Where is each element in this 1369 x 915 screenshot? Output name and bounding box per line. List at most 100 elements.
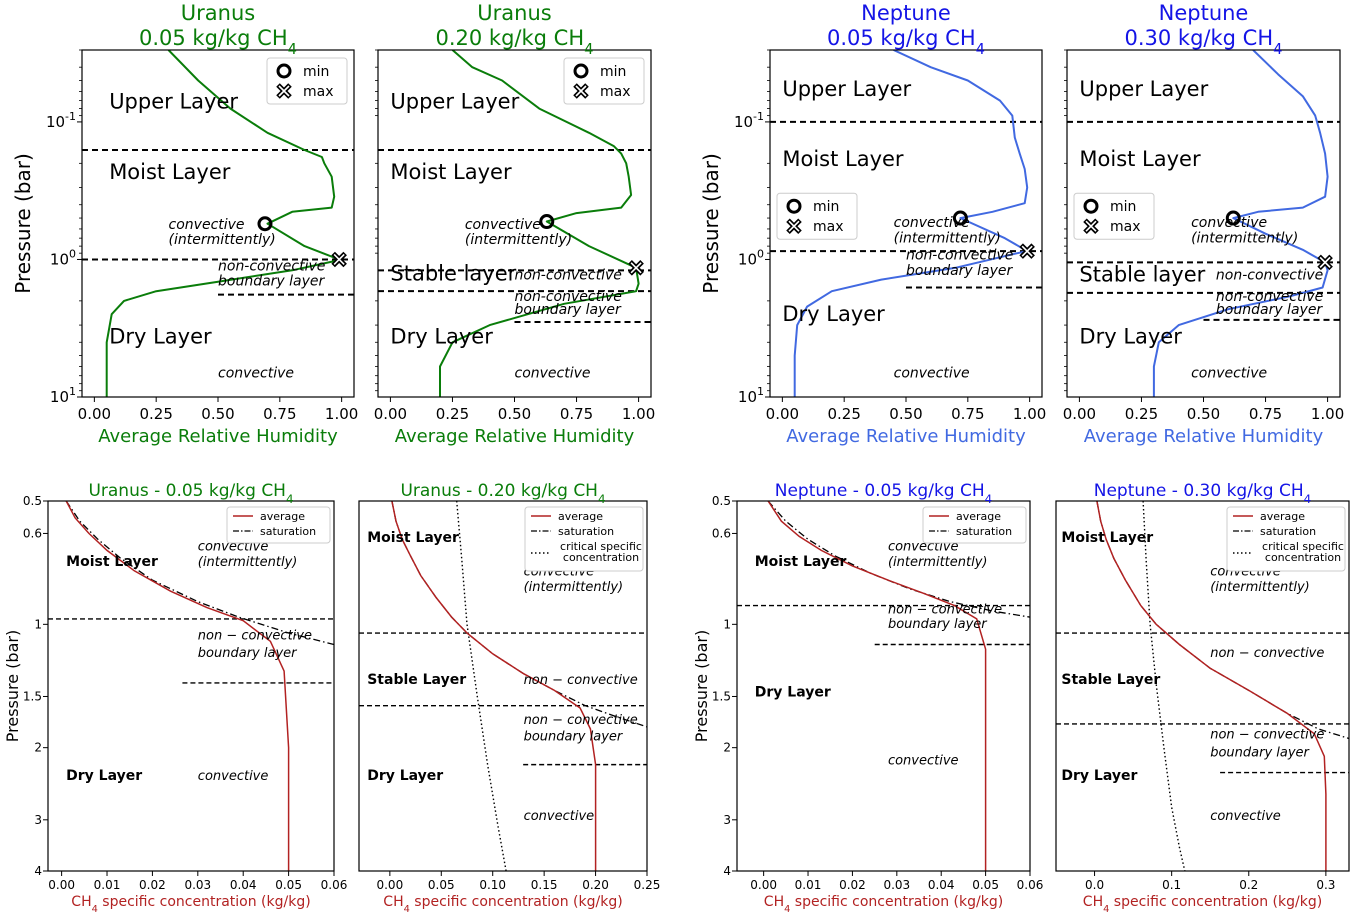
max-marker-inner	[630, 262, 642, 274]
x-axis-label: CH4 specific concentration (kg/kg)	[71, 894, 310, 915]
max-marker-inner	[333, 253, 345, 266]
plot-area	[48, 501, 334, 871]
legend-max-label: max	[600, 84, 631, 100]
humidity-line	[1152, 50, 1329, 397]
region-note: boundary layer	[515, 302, 623, 318]
x-tick-label: 0.03	[883, 878, 910, 892]
x-tick-label: 1.00	[1013, 405, 1046, 423]
y-axis-label: Pressure (bar)	[699, 153, 723, 294]
panel-title-line2: 0.30 kg/kg CH4	[1125, 26, 1283, 58]
panel-5: 0.00 0.01 0.02 0.03 0.04 0.05 0.06 0.5 0.6 1 1.5 2 3…	[3, 481, 347, 915]
x-tick-label: 0.01	[94, 878, 121, 892]
region-note: non − convective	[888, 602, 1002, 617]
x-tick-label: 0.01	[795, 878, 822, 892]
x-tick-label: 0.75	[560, 405, 593, 423]
panel-title-line1: Uranus	[181, 1, 255, 25]
legend-min-marker	[573, 63, 589, 79]
x-tick-label: 0.00	[766, 405, 799, 423]
legend: min max	[1073, 192, 1155, 240]
x-tick-label: 0.00	[374, 405, 407, 423]
region-note: convective	[1210, 809, 1281, 824]
region-note: (intermittently)	[894, 230, 1001, 246]
layer-label: Stable layer	[1079, 263, 1205, 287]
panel-title-line1: Uranus	[477, 1, 551, 25]
region-note: convective	[1191, 365, 1267, 381]
y-tick-label: 10-1	[46, 110, 76, 131]
region-note: convective	[218, 365, 294, 381]
y-axis-label: Pressure (bar)	[692, 630, 711, 742]
region-note: non − convective	[198, 629, 312, 644]
y-tick-label: 100	[50, 247, 76, 268]
legend-min-label: min	[1110, 199, 1136, 215]
panel-8: 0.0 0.1 0.2 0.3 Neptune - 0.30 kg/kg CH4 CH4 …	[1055, 481, 1350, 915]
region-note: (intermittently)	[465, 232, 572, 248]
legend: average saturation critical specific concen…	[1226, 506, 1346, 572]
legend-min-label: min	[813, 199, 839, 215]
layer-label: Dry Layer	[66, 768, 142, 784]
y-tick-label: 1	[723, 617, 731, 631]
plot-area	[1067, 50, 1340, 397]
humidity-line	[439, 50, 640, 397]
x-tick-label: 0.05	[275, 878, 302, 892]
region-note: convective	[894, 365, 970, 381]
x-tick-label: 0.02	[139, 878, 166, 892]
region-note: convective	[169, 217, 245, 233]
x-tick-label: 0.50	[1187, 405, 1220, 423]
x-tick-label: 0.25	[634, 878, 661, 892]
panel-title-line2: 0.20 kg/kg CH4	[436, 26, 594, 58]
legend: average saturation	[922, 506, 1027, 544]
panel-title: Neptune - 0.05 kg/kg CH4	[775, 481, 992, 506]
legend: average saturation	[226, 506, 331, 544]
layer-label: Upper Layer	[1079, 77, 1208, 101]
plot-area	[82, 50, 354, 397]
average-line	[65, 501, 290, 871]
x-tick-label: 0.00	[376, 878, 403, 892]
region-note: (intermittently)	[169, 232, 276, 248]
y-tick-label: 0.5	[23, 494, 42, 508]
panel-1: 0.00 0.25 0.50 0.75 1.00 10-1 100 101 Uranus0.05…	[11, 1, 358, 447]
y-tick-label: 0.6	[23, 526, 42, 540]
x-tick-label: 0.04	[928, 878, 955, 892]
x-tick-label: 0.05	[972, 878, 999, 892]
panel-3: 0.00 0.25 0.50 0.75 1.00 10-1 100 101 Neptune0.0…	[699, 1, 1046, 447]
layer-label: Moist Layer	[109, 160, 231, 184]
region-note: non-convective	[515, 268, 622, 284]
x-tick-label: 0.00	[48, 878, 75, 892]
region-note: convective	[465, 217, 541, 233]
x-axis-label: CH4 specific concentration (kg/kg)	[764, 894, 1003, 915]
y-tick-label: 1.5	[23, 689, 42, 703]
average-line	[1096, 501, 1327, 871]
axes-frame	[358, 500, 648, 872]
region-note: non-convective	[906, 247, 1013, 263]
x-tick-label: 0.06	[321, 878, 348, 892]
region-note: (intermittently)	[198, 555, 298, 570]
x-axis-label: Average Relative Humidity	[786, 426, 1026, 447]
x-tick-label: 0.2	[1239, 878, 1258, 892]
region-note: non − convective	[1210, 728, 1324, 743]
layer-label: Stable layer	[390, 261, 516, 285]
min-marker	[257, 216, 273, 232]
x-tick-label: 0.0	[1085, 878, 1104, 892]
region-note: convective	[515, 365, 591, 381]
layer-label: Stable Layer	[1061, 672, 1160, 688]
legend-saturation-label: saturation	[558, 525, 614, 538]
layer-label: Moist Layer	[1079, 147, 1201, 171]
panel-7: 0.00 0.01 0.02 0.03 0.04 0.05 0.06 0.5 0.6 1 1.5 2 3…	[692, 481, 1043, 915]
region-note: convective	[1191, 215, 1267, 231]
region-note: boundary layer	[524, 729, 624, 744]
critical-concentration-line	[456, 501, 507, 871]
humidity-line	[793, 50, 1029, 397]
layer-label: Dry Layer	[109, 325, 212, 349]
legend-min-label: min	[600, 64, 626, 80]
legend-saturation-label: saturation	[260, 525, 316, 538]
region-note: non-convective	[1216, 289, 1323, 305]
x-axis-label: CH4 specific concentration (kg/kg)	[1083, 894, 1322, 915]
x-tick-label: 0.03	[184, 878, 211, 892]
x-tick-label: 0.75	[1249, 405, 1282, 423]
legend: min max	[266, 57, 348, 105]
region-note: (intermittently)	[888, 555, 988, 570]
x-tick-label: 0.04	[230, 878, 257, 892]
legend-max-label: max	[813, 219, 844, 235]
region-note: boundary layer	[218, 274, 326, 290]
layer-label: Dry Layer	[367, 768, 443, 784]
